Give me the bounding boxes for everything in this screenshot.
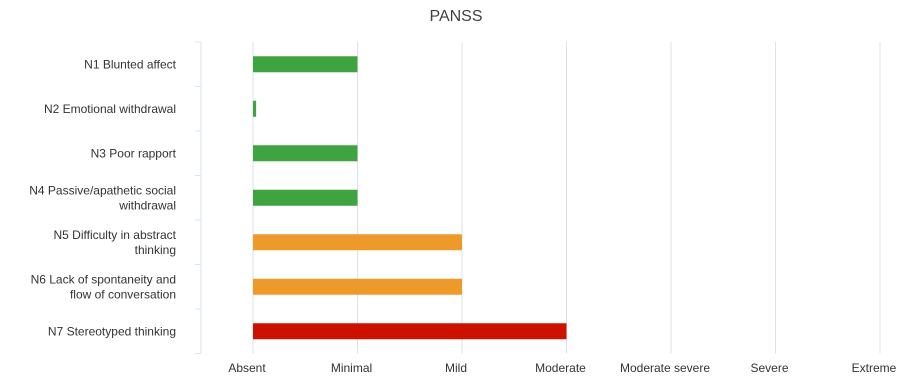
x-tick-label: Extreme: [852, 361, 897, 375]
x-tick-label: Minimal: [331, 361, 372, 375]
axis-layer: [195, 41, 202, 354]
bar: [253, 56, 358, 73]
category-label: N6 Lack of spontaneity and flow of conver…: [31, 272, 176, 301]
category-label-line: N3 Poor rapport: [91, 146, 177, 160]
category-label-line: thinking: [135, 243, 176, 257]
category-label-line: N1 Blunted affect: [84, 57, 177, 71]
category-label: N1 Blunted affect: [84, 57, 177, 71]
category-label-line: N5 Difficulty in abstract: [54, 228, 177, 242]
category-labels: N1 Blunted affect N2 Emotional withdrawal…: [29, 57, 176, 338]
category-label: N7 Stereotyped thinking: [48, 324, 176, 338]
category-label: N3 Poor rapport: [91, 146, 177, 160]
category-label: N4 Passive/apathetic social withdrawal: [29, 183, 176, 212]
x-tick-label: Mild: [445, 361, 467, 375]
category-label-line: N6 Lack of spontaneity and: [31, 272, 176, 286]
category-label-line: flow of conversation: [70, 287, 176, 301]
category-label: N2 Emotional withdrawal: [44, 102, 176, 116]
bar: [253, 100, 257, 117]
x-tick-label: Absent: [228, 361, 266, 375]
bar: [253, 278, 462, 295]
bar-layer: [253, 56, 567, 340]
bar: [253, 145, 358, 162]
category-label: N5 Difficulty in abstract thinking: [54, 228, 177, 257]
bar: [253, 189, 358, 206]
category-label-line: withdrawal: [118, 198, 176, 212]
x-tick-label: Severe: [750, 361, 788, 375]
x-tick-label: Moderate severe: [620, 361, 710, 375]
x-tick-label: Moderate: [535, 361, 586, 375]
chart-title: PANSS: [429, 8, 483, 25]
category-label-line: N2 Emotional withdrawal: [44, 102, 176, 116]
x-tick-labels: Absent Minimal Mild Moderate Moderate severe…: [228, 361, 896, 375]
bar: [253, 234, 462, 251]
bar: [253, 323, 567, 340]
category-label-line: N7 Stereotyped thinking: [48, 324, 176, 338]
category-label-line: N4 Passive/apathetic social: [29, 183, 176, 197]
